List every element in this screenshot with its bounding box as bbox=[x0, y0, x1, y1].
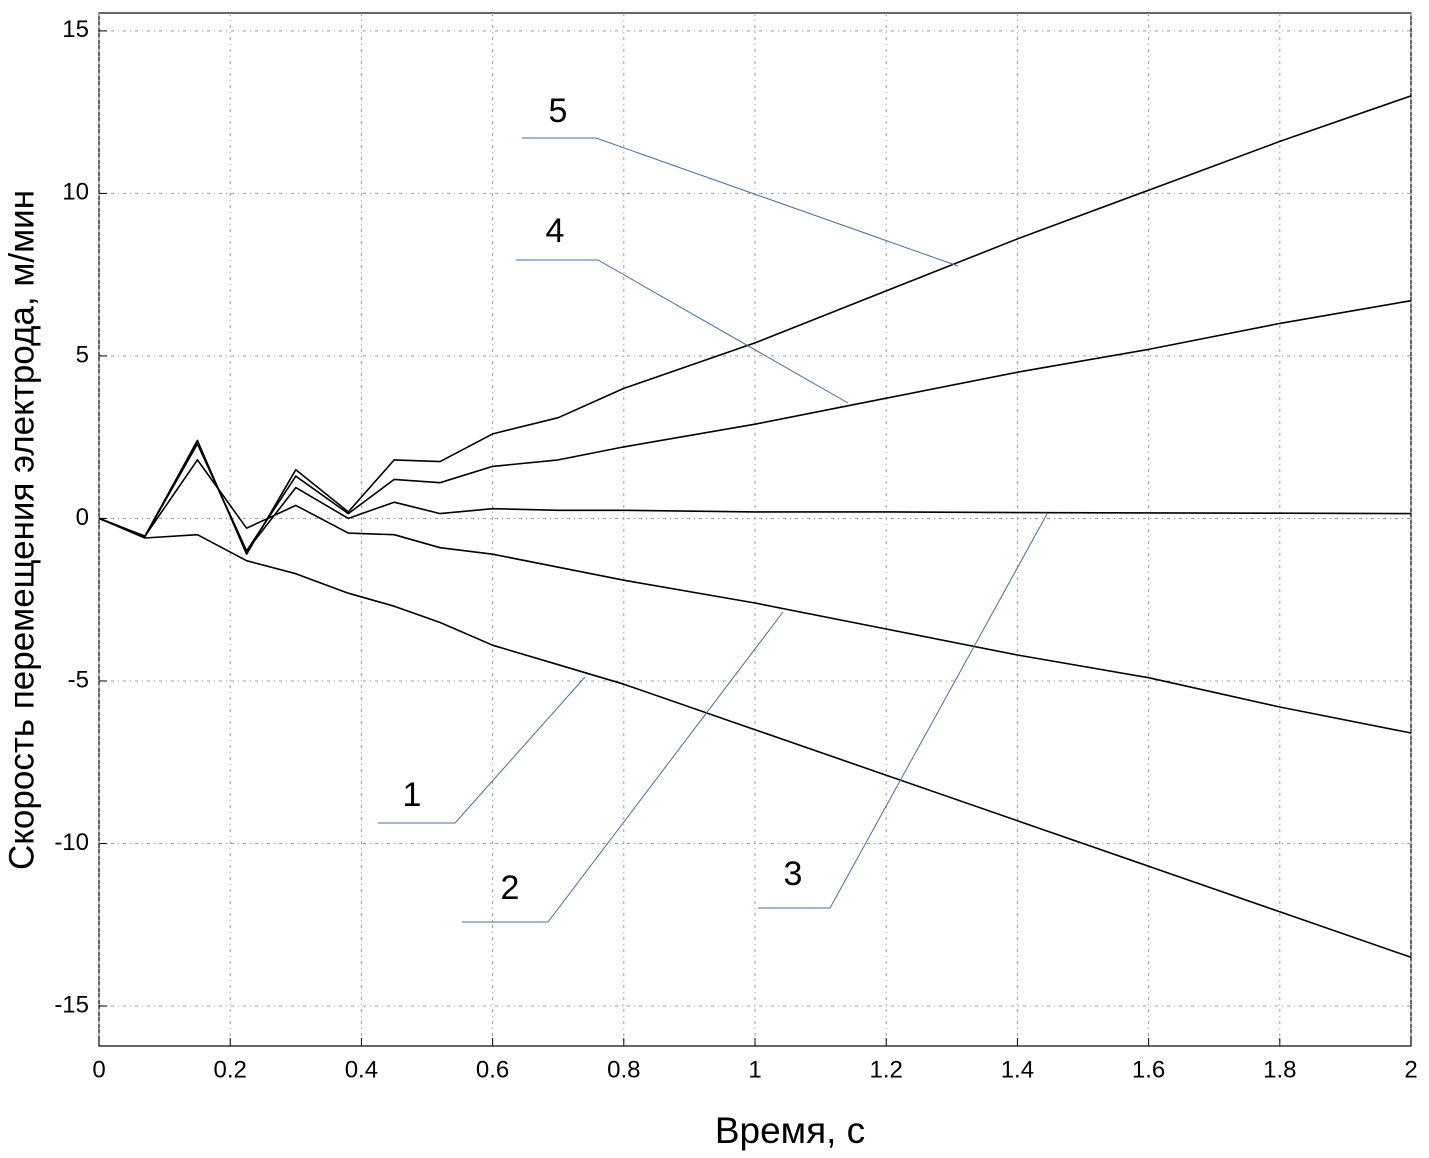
x-tick-label: 0.4 bbox=[345, 1056, 378, 1083]
x-tick-label: 1.8 bbox=[1263, 1056, 1296, 1083]
y-tick-label: -15 bbox=[54, 991, 89, 1018]
series-line bbox=[98, 95, 1412, 556]
y-axis-label: Скорость перемещения электрода, м/мин bbox=[2, 190, 41, 870]
x-axis-label: Время, с bbox=[715, 1110, 865, 1151]
y-tick-label: 15 bbox=[62, 16, 89, 43]
leader-line bbox=[758, 513, 1048, 909]
x-tick-label: 1 bbox=[748, 1056, 761, 1083]
y-tick-label: 0 bbox=[76, 504, 89, 531]
x-tick-label: 1.2 bbox=[870, 1056, 903, 1083]
annotation-label: 1 bbox=[403, 776, 422, 814]
leader-line bbox=[378, 676, 586, 824]
x-tick-label: 0.2 bbox=[214, 1056, 247, 1083]
x-tick-label: 1.6 bbox=[1132, 1056, 1165, 1083]
y-tick-label: 5 bbox=[76, 341, 89, 368]
annotation-label: 3 bbox=[784, 855, 803, 893]
x-tick-label: 0.6 bbox=[476, 1056, 509, 1083]
y-tick-label: 10 bbox=[62, 179, 89, 206]
series-line bbox=[98, 517, 1412, 959]
annotation-label: 2 bbox=[501, 869, 520, 907]
y-tick-label: -5 bbox=[68, 666, 89, 693]
x-tick-label: 0.8 bbox=[607, 1056, 640, 1083]
x-tick-label: 1.4 bbox=[1001, 1056, 1034, 1083]
series-line bbox=[98, 459, 1412, 734]
y-tick-label: -10 bbox=[54, 829, 89, 856]
leader-line bbox=[516, 259, 849, 404]
leader-line bbox=[462, 611, 784, 923]
annotation-label: 4 bbox=[546, 212, 565, 250]
x-tick-label: 0 bbox=[92, 1056, 105, 1083]
annotation-label: 5 bbox=[549, 92, 568, 130]
leader-line bbox=[522, 137, 959, 267]
x-tick-label: 2 bbox=[1404, 1056, 1417, 1083]
